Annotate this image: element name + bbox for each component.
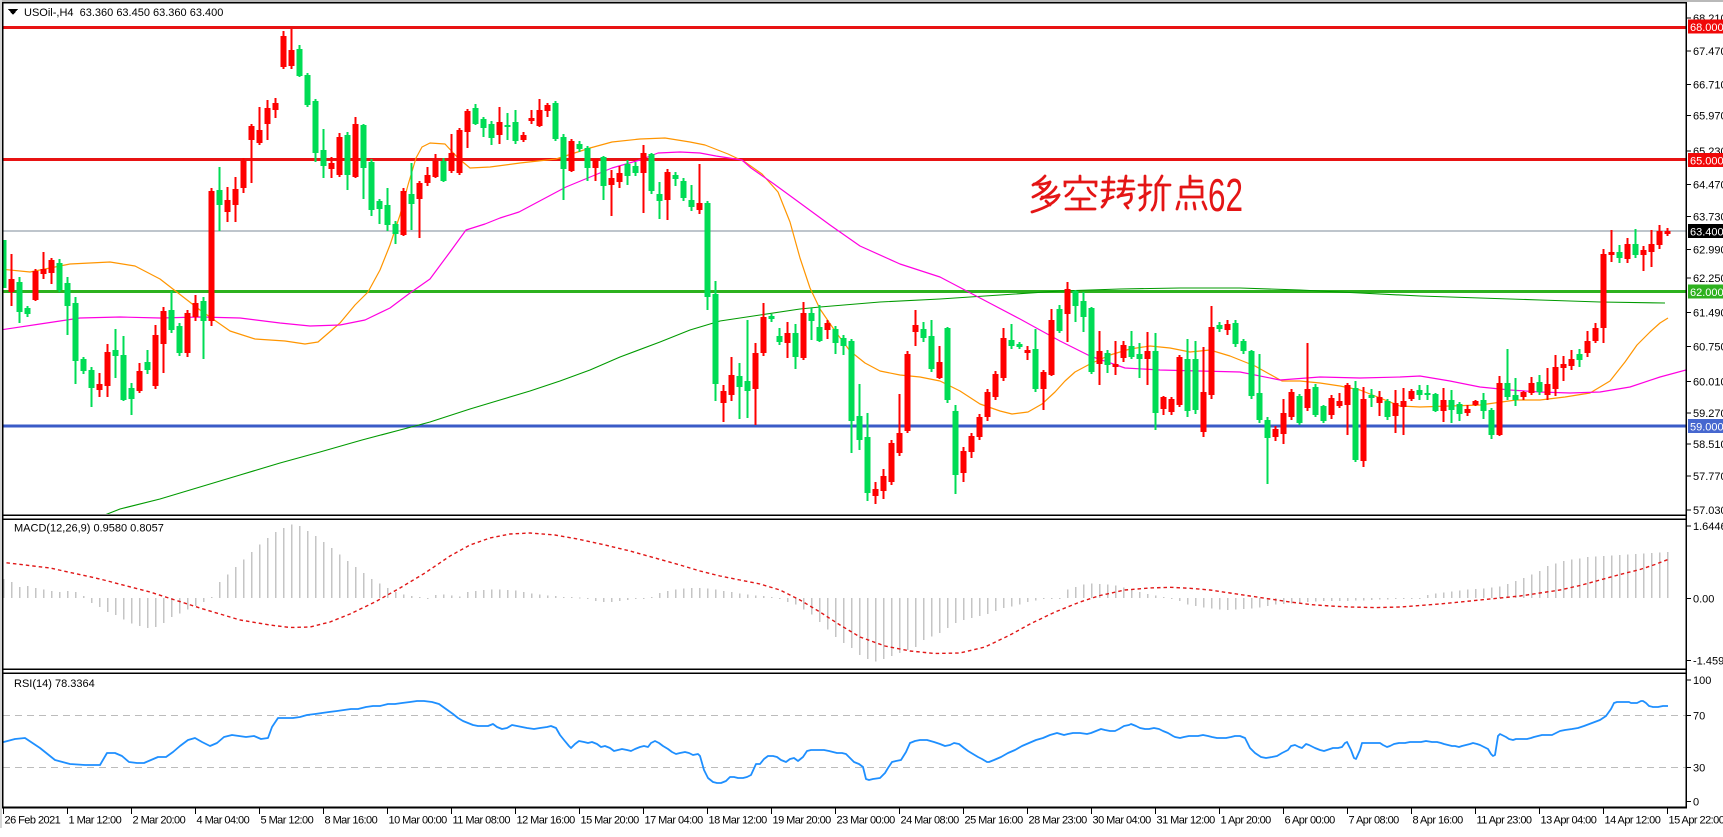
svg-text:1.6446: 1.6446: [1693, 521, 1723, 533]
svg-text:62.990: 62.990: [1693, 245, 1723, 257]
svg-text:60.750: 60.750: [1693, 342, 1723, 354]
svg-text:66.710: 66.710: [1693, 80, 1723, 92]
svg-text:30 Mar 04:00: 30 Mar 04:00: [1093, 815, 1152, 827]
svg-text:65.970: 65.970: [1693, 111, 1723, 123]
svg-text:10 Mar 00:00: 10 Mar 00:00: [389, 815, 448, 827]
svg-text:58.510: 58.510: [1693, 439, 1723, 451]
svg-text:1 Mar 12:00: 1 Mar 12:00: [69, 815, 122, 827]
svg-text:24 Mar 08:00: 24 Mar 08:00: [901, 815, 960, 827]
svg-text:2 Mar 20:00: 2 Mar 20:00: [133, 815, 186, 827]
svg-text:8 Apr 16:00: 8 Apr 16:00: [1413, 815, 1464, 827]
svg-text:70: 70: [1693, 711, 1705, 723]
svg-text:59.000: 59.000: [1690, 422, 1723, 434]
svg-text:67.470: 67.470: [1693, 46, 1723, 58]
svg-text:62.000: 62.000: [1690, 287, 1723, 299]
svg-text:23 Mar 00:00: 23 Mar 00:00: [837, 815, 896, 827]
svg-text:28 Mar 23:00: 28 Mar 23:00: [1029, 815, 1088, 827]
svg-text:18 Mar 12:00: 18 Mar 12:00: [709, 815, 768, 827]
svg-text:65.000: 65.000: [1690, 156, 1723, 168]
svg-text:17 Mar 04:00: 17 Mar 04:00: [645, 815, 704, 827]
svg-text:7 Apr 08:00: 7 Apr 08:00: [1349, 815, 1400, 827]
svg-text:30: 30: [1693, 763, 1705, 775]
svg-text:59.270: 59.270: [1693, 408, 1723, 420]
svg-text:MACD(12,26,9) 0.9580 0.8057: MACD(12,26,9) 0.9580 0.8057: [14, 523, 164, 535]
svg-text:61.490: 61.490: [1693, 308, 1723, 320]
svg-text:6 Apr 00:00: 6 Apr 00:00: [1285, 815, 1336, 827]
svg-text:100: 100: [1693, 675, 1711, 687]
svg-text:11 Apr 23:00: 11 Apr 23:00: [1477, 815, 1532, 827]
svg-text:USOil-,H4 63.360 63.450 63.36: USOil-,H4 63.360 63.450 63.360 63.400: [24, 7, 223, 19]
svg-text:13 Apr 04:00: 13 Apr 04:00: [1541, 815, 1597, 827]
svg-text:25 Mar 16:00: 25 Mar 16:00: [965, 815, 1024, 827]
svg-text:64.470: 64.470: [1693, 180, 1723, 192]
svg-text:0: 0: [1693, 797, 1699, 809]
svg-text:4 Mar 04:00: 4 Mar 04:00: [197, 815, 250, 827]
svg-text:57.770: 57.770: [1693, 471, 1723, 483]
svg-text:8 Mar 16:00: 8 Mar 16:00: [325, 815, 378, 827]
svg-text:57.030: 57.030: [1693, 505, 1723, 517]
svg-text:63.730: 63.730: [1693, 212, 1723, 224]
svg-text:14 Apr 12:00: 14 Apr 12:00: [1605, 815, 1661, 827]
svg-text:26 Feb 2021: 26 Feb 2021: [5, 815, 61, 827]
svg-text:60.010: 60.010: [1693, 377, 1723, 389]
svg-text:5 Mar 12:00: 5 Mar 12:00: [261, 815, 314, 827]
svg-text:31 Mar 12:00: 31 Mar 12:00: [1157, 815, 1216, 827]
svg-text:0.00: 0.00: [1693, 594, 1714, 606]
svg-text:62: 62: [1208, 169, 1243, 221]
svg-text:19 Mar 20:00: 19 Mar 20:00: [773, 815, 832, 827]
svg-text:12 Mar 16:00: 12 Mar 16:00: [517, 815, 576, 827]
svg-text:15 Mar 20:00: 15 Mar 20:00: [581, 815, 640, 827]
svg-text:15 Apr 22:00: 15 Apr 22:00: [1669, 815, 1723, 827]
svg-text:-1.4594: -1.4594: [1693, 656, 1723, 668]
svg-text:1 Apr 20:00: 1 Apr 20:00: [1221, 815, 1272, 827]
svg-text:62.250: 62.250: [1693, 273, 1723, 285]
svg-text:68.000: 68.000: [1690, 22, 1723, 34]
svg-text:RSI(14) 78.3364: RSI(14) 78.3364: [14, 678, 95, 690]
svg-text:11 Mar 08:00: 11 Mar 08:00: [453, 815, 511, 827]
svg-text:63.400: 63.400: [1690, 227, 1723, 239]
